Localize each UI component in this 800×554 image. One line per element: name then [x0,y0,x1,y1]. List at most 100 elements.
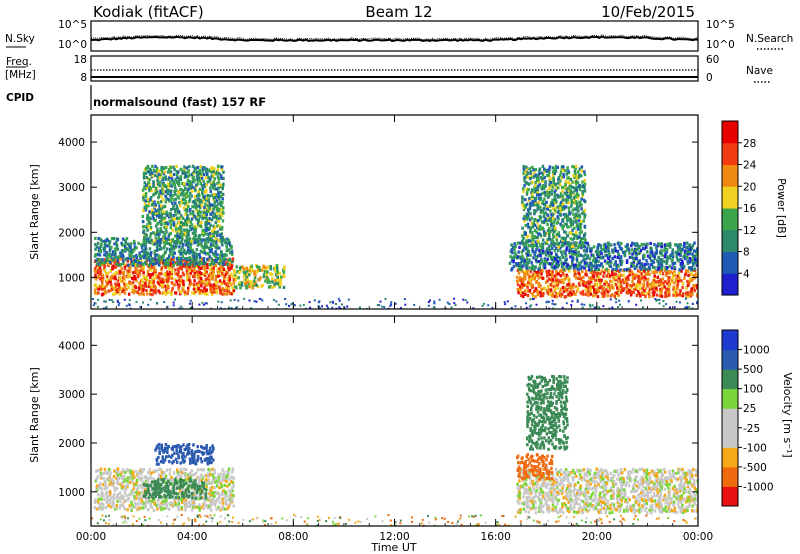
power-cell [516,255,520,259]
power-cell [175,206,179,210]
power-cell [521,195,524,199]
power-cell [548,292,552,296]
power-cell [599,243,602,247]
power-colorbar-tick-label: 8 [743,247,750,259]
velocity-cell [168,468,172,472]
velocity-cell [157,455,160,460]
power-cell [210,307,213,309]
power-cell [202,238,205,242]
velocity-cell [111,495,115,499]
power-cell [211,259,214,263]
power-cell [533,253,536,257]
power-cell [216,233,219,237]
power-cell [557,231,560,235]
power-cell [521,200,524,204]
power-cell [528,167,531,171]
velocity-cell [221,501,225,505]
power-cell [558,256,562,260]
power-cell [195,257,199,261]
power-cell [673,265,676,270]
power-cell [580,203,583,207]
power-cell [544,211,547,215]
power-cell [570,304,573,307]
power-cell [176,216,179,221]
velocity-cell [212,477,215,481]
velocity-cell [179,467,183,471]
power-cell [180,199,183,203]
velocity-cell [170,501,174,505]
power-cell [696,272,698,276]
power-cell [695,253,698,257]
power-cell [129,245,132,249]
power-cell [577,193,580,197]
power-cell [209,177,212,181]
power-cell [125,237,129,241]
power-cell [179,226,183,230]
power-cell [534,287,538,291]
power-cell [541,164,545,168]
power-cell [205,224,208,228]
power-cell [162,181,165,185]
power-cell [118,292,121,296]
velocity-cell [181,498,185,502]
power-cell [147,201,151,206]
power-cell [188,237,192,241]
power-cell [531,192,534,196]
power-cell [691,302,694,305]
power-cell [166,192,170,196]
power-cell [638,292,641,296]
power-cell [160,272,163,276]
power-cell [675,250,678,254]
power-cell [99,244,103,248]
power-cell [691,252,694,256]
power-cell [157,247,161,251]
power-cell [147,165,150,170]
power-cell [683,241,686,245]
power-cell [607,246,610,250]
power-cell [120,263,123,267]
power-cell [561,238,564,242]
power-cell [575,174,579,178]
power-cell [526,289,530,293]
power-cell [617,274,620,278]
power-cell [646,291,649,295]
power-cell [686,307,688,309]
power-cell [190,282,193,286]
power-cell [210,166,213,170]
power-cell [669,270,672,274]
power-cell [682,292,685,296]
power-cell [207,246,211,250]
power-cell [561,306,564,309]
power-cell [571,255,575,259]
power-cell [221,200,224,204]
power-cell [561,241,565,245]
power-cell [193,263,196,267]
power-cell [118,257,121,261]
power-cell [167,237,170,242]
velocity-cell [113,493,116,497]
power-cell [562,175,565,179]
power-cell [117,283,120,287]
power-cell [165,188,169,192]
power-cell [541,191,544,195]
power-cell [694,272,698,276]
power-cell [182,279,185,283]
power-cell [228,268,231,272]
velocity-cell [103,497,106,502]
power-cell [539,254,542,258]
power-cell [647,268,650,272]
velocity-cell [213,468,216,472]
power-cell [546,223,549,227]
velocity-cell [158,450,161,454]
velocity-cell [227,497,230,501]
power-cell [219,264,222,268]
power-cell [611,256,614,260]
power-cell [97,249,101,253]
power-cell [126,242,130,246]
velocity-cell [171,503,174,507]
power-cell [632,250,636,254]
power-cell [531,245,534,249]
velocity-cell [173,451,176,455]
power-cell [211,285,214,289]
power-cell [692,274,696,278]
